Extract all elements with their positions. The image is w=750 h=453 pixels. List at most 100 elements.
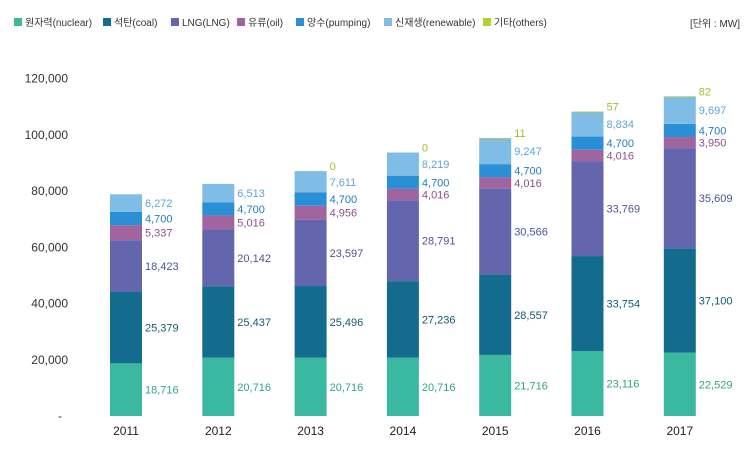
bar-segment (110, 225, 142, 241)
data-label: 20,716 (330, 382, 364, 394)
data-label: 3,950 (699, 138, 727, 150)
data-label: 4,956 (330, 208, 358, 220)
legend-label: 기타(others) (494, 17, 547, 29)
x-tick-label: 2013 (297, 424, 324, 438)
data-label: 5,016 (237, 217, 265, 229)
bar-segment (386, 200, 419, 282)
x-tick-label: 2011 (113, 424, 139, 438)
bar-segment (386, 281, 419, 358)
data-label: 37,100 (699, 295, 733, 307)
data-label: 4,700 (699, 125, 727, 137)
bar-segment (479, 177, 512, 189)
data-label: 18,423 (145, 261, 179, 273)
legend-swatch (14, 18, 22, 26)
bar-segment (571, 136, 604, 150)
bar-segment (479, 138, 512, 139)
x-tick-label: 2017 (666, 424, 693, 438)
y-tick-label: 40,000 (31, 297, 68, 311)
x-tick-label: 2015 (482, 424, 509, 438)
data-label: 4,700 (237, 204, 265, 216)
bar-segment (663, 137, 696, 149)
bar-segment (663, 148, 696, 249)
x-tick-label: 2014 (390, 424, 417, 438)
legend-swatch (296, 18, 304, 26)
data-label: 33,754 (607, 299, 641, 311)
data-label: 8,219 (422, 159, 450, 171)
data-label: 4,700 (145, 214, 173, 226)
bar-segment (571, 350, 604, 416)
data-label: 4,016 (514, 178, 542, 190)
data-label: 35,609 (699, 193, 733, 205)
data-label: 28,791 (422, 236, 456, 248)
bar-segment (386, 188, 419, 201)
bar-segment (386, 152, 419, 176)
bar-segment (479, 188, 512, 275)
bar-segment (479, 138, 512, 165)
data-label: 30,566 (514, 227, 548, 239)
bar-segment (294, 192, 327, 206)
data-label: 21,716 (514, 380, 548, 392)
data-label: 20,142 (237, 253, 271, 265)
bar-segment (663, 352, 696, 416)
legend-swatch (171, 18, 179, 26)
data-label: 57 (607, 102, 619, 114)
bar-segment (110, 240, 142, 292)
legend-swatch (237, 18, 245, 26)
data-label: 11 (514, 128, 525, 140)
data-label: 82 (699, 86, 711, 98)
legend-swatch (483, 18, 491, 26)
bar-segment (202, 202, 235, 216)
y-tick-label: 100,000 (25, 128, 69, 142)
bars-layer (110, 96, 696, 416)
bar-segment (479, 164, 512, 178)
y-tick-label: 120,000 (25, 72, 69, 86)
data-label: 9,247 (514, 146, 542, 158)
data-label: 0 (330, 161, 336, 173)
bar-segment (571, 111, 604, 113)
y-axis: - 20,000 40,000 60,000 80,000 100,000 120,000 (25, 72, 69, 424)
data-label: 18,716 (145, 385, 179, 397)
legend: 원자력(nuclear) 석탄(coal) LNG(LNG) 유류(oil) 양수(pu… (14, 17, 547, 29)
bar-segment (571, 256, 604, 351)
y-tick-label: 80,000 (31, 184, 68, 198)
y-tick-label: 20,000 (31, 353, 68, 367)
data-label: 4,700 (330, 194, 358, 206)
bar-segment (202, 286, 235, 358)
legend-swatch (103, 18, 111, 26)
legend-label: LNG(LNG) (182, 18, 230, 29)
data-label: 5,337 (145, 228, 173, 240)
data-label: 7,611 (330, 177, 357, 189)
value-labels: 18,716 25,379 18,423 5,337 4,700 6,272 20,716 2… (145, 86, 732, 396)
data-label: 8,834 (607, 119, 635, 131)
legend-label: 유류(oil) (248, 17, 283, 29)
data-label: 27,236 (422, 314, 456, 326)
data-label: 6,272 (145, 198, 173, 210)
bar-segment (571, 161, 604, 257)
legend-label: 석탄(coal) (114, 17, 157, 29)
bar-segment (571, 149, 604, 162)
bar-segment (663, 96, 696, 98)
x-tick-label: 2012 (205, 424, 232, 438)
bar-segment (202, 229, 235, 287)
data-label: 20,716 (422, 382, 456, 394)
bar-segment (294, 286, 327, 358)
bar-segment (294, 205, 327, 220)
data-label: 23,116 (607, 378, 640, 390)
bar-segment (571, 111, 604, 137)
bar-segment (663, 123, 696, 138)
bar-segment (110, 291, 142, 364)
bar-segment (110, 363, 142, 416)
data-label: 20,716 (237, 382, 271, 394)
data-label: 6,513 (237, 188, 265, 200)
bar-segment (294, 171, 327, 193)
data-label: 4,700 (514, 166, 542, 178)
data-label: 4,016 (422, 190, 450, 202)
bar-segment (294, 357, 327, 416)
legend-label: 신재생(renewable) (395, 17, 475, 29)
bar-segment (202, 215, 235, 230)
data-label: 25,437 (237, 317, 271, 329)
bar-segment (202, 183, 235, 203)
data-label: 25,379 (145, 323, 179, 335)
data-label: 28,557 (514, 310, 548, 322)
